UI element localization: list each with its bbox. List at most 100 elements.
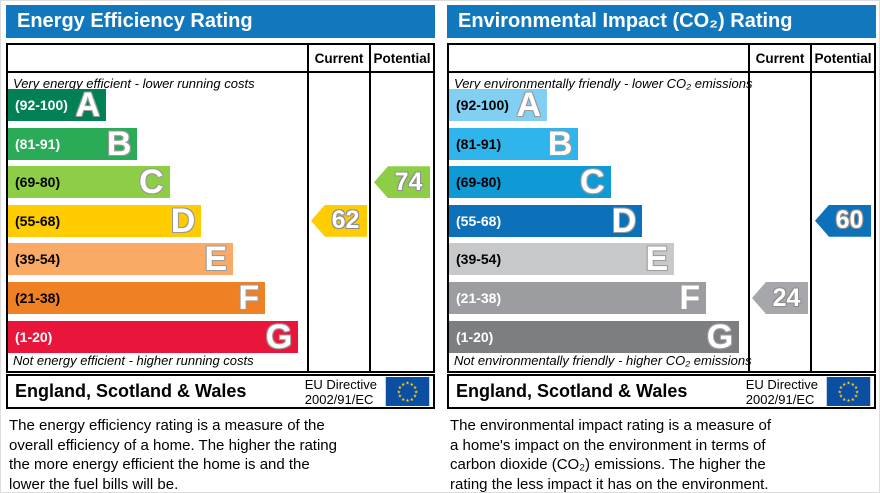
rating-bands: (92-100) A (81-91) B (69-80) C (55-68) D (39-54)… [8, 86, 305, 359]
bottom-note: Not energy efficient - higher running co… [13, 353, 254, 368]
eu-directive-label: EU Directive 2002/91/EC [745, 376, 818, 407]
jurisdiction-footer: England, Scotland & Wales EU Directive 2… [6, 374, 435, 409]
top-note: Very energy efficient - lower running co… [13, 76, 255, 91]
svg-text:★: ★ [839, 394, 844, 400]
band-range-label: (39-54) [15, 251, 61, 268]
band-a: (92-100) A [449, 86, 547, 124]
header-spacer [449, 45, 748, 71]
band-grade-letter: A [75, 86, 100, 124]
svg-text:★: ★ [398, 394, 403, 400]
svg-text:★: ★ [405, 381, 410, 387]
band-d: (55-68) D [449, 201, 643, 240]
svg-text:★: ★ [397, 389, 402, 395]
svg-text:★: ★ [410, 382, 415, 388]
current-rating-arrow: 24 [752, 282, 808, 314]
band-grade-letter: B [106, 124, 132, 163]
svg-text:★: ★ [401, 382, 406, 388]
svg-text:★: ★ [854, 385, 859, 391]
svg-text:★: ★ [851, 397, 856, 403]
potential-rating-arrow: 74 [374, 166, 430, 199]
band-grade-letter: C [580, 163, 605, 202]
svg-text:★: ★ [842, 382, 847, 388]
band-range-label: (92-100) [15, 97, 68, 113]
table-header-row: Current Potential [449, 45, 874, 73]
band-range-label: (21-38) [456, 289, 502, 306]
band-range-label: (1-20) [15, 328, 53, 345]
svg-text:★: ★ [842, 397, 847, 403]
chart-title-environmental-impact: Environmental Impact (CO₂) Rating [447, 5, 876, 38]
bands-column: Very energy efficient - lower running co… [8, 73, 307, 371]
band-f: (21-38) F [449, 278, 707, 317]
svg-text:★: ★ [405, 398, 410, 404]
potential-column-header: Potential [810, 45, 874, 71]
eu-directive-label: EU Directive 2002/91/EC [304, 376, 377, 407]
potential-value-column: 60 [810, 73, 874, 371]
chart-description: The energy efficiency rating is a measur… [9, 417, 337, 493]
chart-description: The environmental impact rating is a mea… [450, 417, 771, 493]
svg-text:★: ★ [855, 389, 860, 395]
region-label: England, Scotland & Wales [456, 381, 688, 401]
band-grade-letter: B [547, 124, 573, 163]
band-f: (21-38) F [8, 281, 266, 315]
bands-column: Very environmentally friendly - lower CO… [449, 73, 753, 371]
band-grade-letter: D [170, 201, 196, 240]
band-grade-letter: A [516, 86, 541, 124]
eu-flag-icon: ★ ★ ★ ★ ★ ★ ★ ★ ★ ★ ★ ★ [384, 377, 431, 406]
svg-text:★: ★ [838, 389, 843, 395]
current-rating-arrow: 62 [311, 204, 367, 237]
band-b: (81-91) B [8, 124, 138, 163]
top-note: Very environmentally friendly - lower CO… [454, 76, 753, 91]
rating-bands: (92-100) A (81-91) B (69-80) C (55-68) D (39-54)… [449, 86, 746, 359]
band-grade-letter: E [645, 240, 669, 279]
band-c: (69-80) C [8, 163, 170, 202]
band-range-label: (39-54) [456, 251, 502, 268]
svg-text:★: ★ [401, 397, 406, 403]
potential-rating-arrow: 60 [815, 204, 871, 237]
current-column-header: Current [307, 45, 369, 71]
band-grade-letter: F [679, 278, 701, 317]
band-range-label: (92-100) [456, 97, 509, 113]
svg-text:★: ★ [410, 397, 415, 403]
band-grade-letter: E [204, 240, 228, 279]
svg-text:★: ★ [851, 382, 856, 388]
energy-efficiency-chart: Energy Efficiency Rating Current Potenti… [6, 5, 435, 493]
chart-title-energy-efficiency: Energy Efficiency Rating [6, 5, 435, 38]
band-g: (1-20) G [449, 317, 740, 356]
band-g: (1-20) G [8, 317, 299, 356]
band-range-label: (81-91) [15, 135, 61, 152]
svg-text:★: ★ [846, 381, 851, 387]
svg-text:★: ★ [413, 385, 418, 391]
band-range-label: (55-68) [456, 212, 502, 229]
band-d: (55-68) D [8, 201, 202, 240]
band-grade-letter: G [706, 317, 734, 356]
bottom-note: Not environmentally friendly - higher CO… [454, 353, 752, 368]
environmental-impact-chart: Environmental Impact (CO₂) Rating Curren… [447, 5, 876, 493]
table-body: Very environmentally friendly - lower CO… [449, 73, 874, 371]
header-spacer [8, 45, 307, 71]
co2-rating-table: Current Potential Very environmentally f… [447, 43, 876, 373]
energy-rating-table: Current Potential Very energy efficient … [6, 43, 435, 373]
band-grade-letter: C [139, 163, 164, 202]
jurisdiction-footer: England, Scotland & Wales EU Directive 2… [447, 374, 876, 409]
svg-text:★: ★ [839, 385, 844, 391]
band-a: (92-100) A [8, 86, 106, 124]
svg-text:★: ★ [854, 394, 859, 400]
current-column-header: Current [748, 45, 810, 71]
band-e: (39-54) E [449, 240, 675, 279]
band-grade-letter: G [265, 317, 293, 356]
svg-text:★: ★ [398, 385, 403, 391]
region-label: England, Scotland & Wales [15, 381, 247, 401]
potential-column-header: Potential [369, 45, 433, 71]
band-range-label: (69-80) [456, 174, 502, 191]
current-value-column: 24 [748, 73, 810, 371]
eu-flag-icon: ★ ★ ★ ★ ★ ★ ★ ★ ★ ★ ★ ★ [825, 377, 872, 406]
band-range-label: (55-68) [15, 212, 61, 229]
band-b: (81-91) B [449, 124, 579, 163]
band-range-label: (69-80) [15, 174, 61, 191]
band-range-label: (1-20) [456, 328, 494, 345]
svg-text:★: ★ [414, 389, 419, 395]
potential-value-column: 74 [369, 73, 433, 371]
band-grade-letter: D [611, 201, 637, 240]
table-body: Very energy efficient - lower running co… [8, 73, 433, 371]
band-range-label: (81-91) [456, 135, 502, 152]
